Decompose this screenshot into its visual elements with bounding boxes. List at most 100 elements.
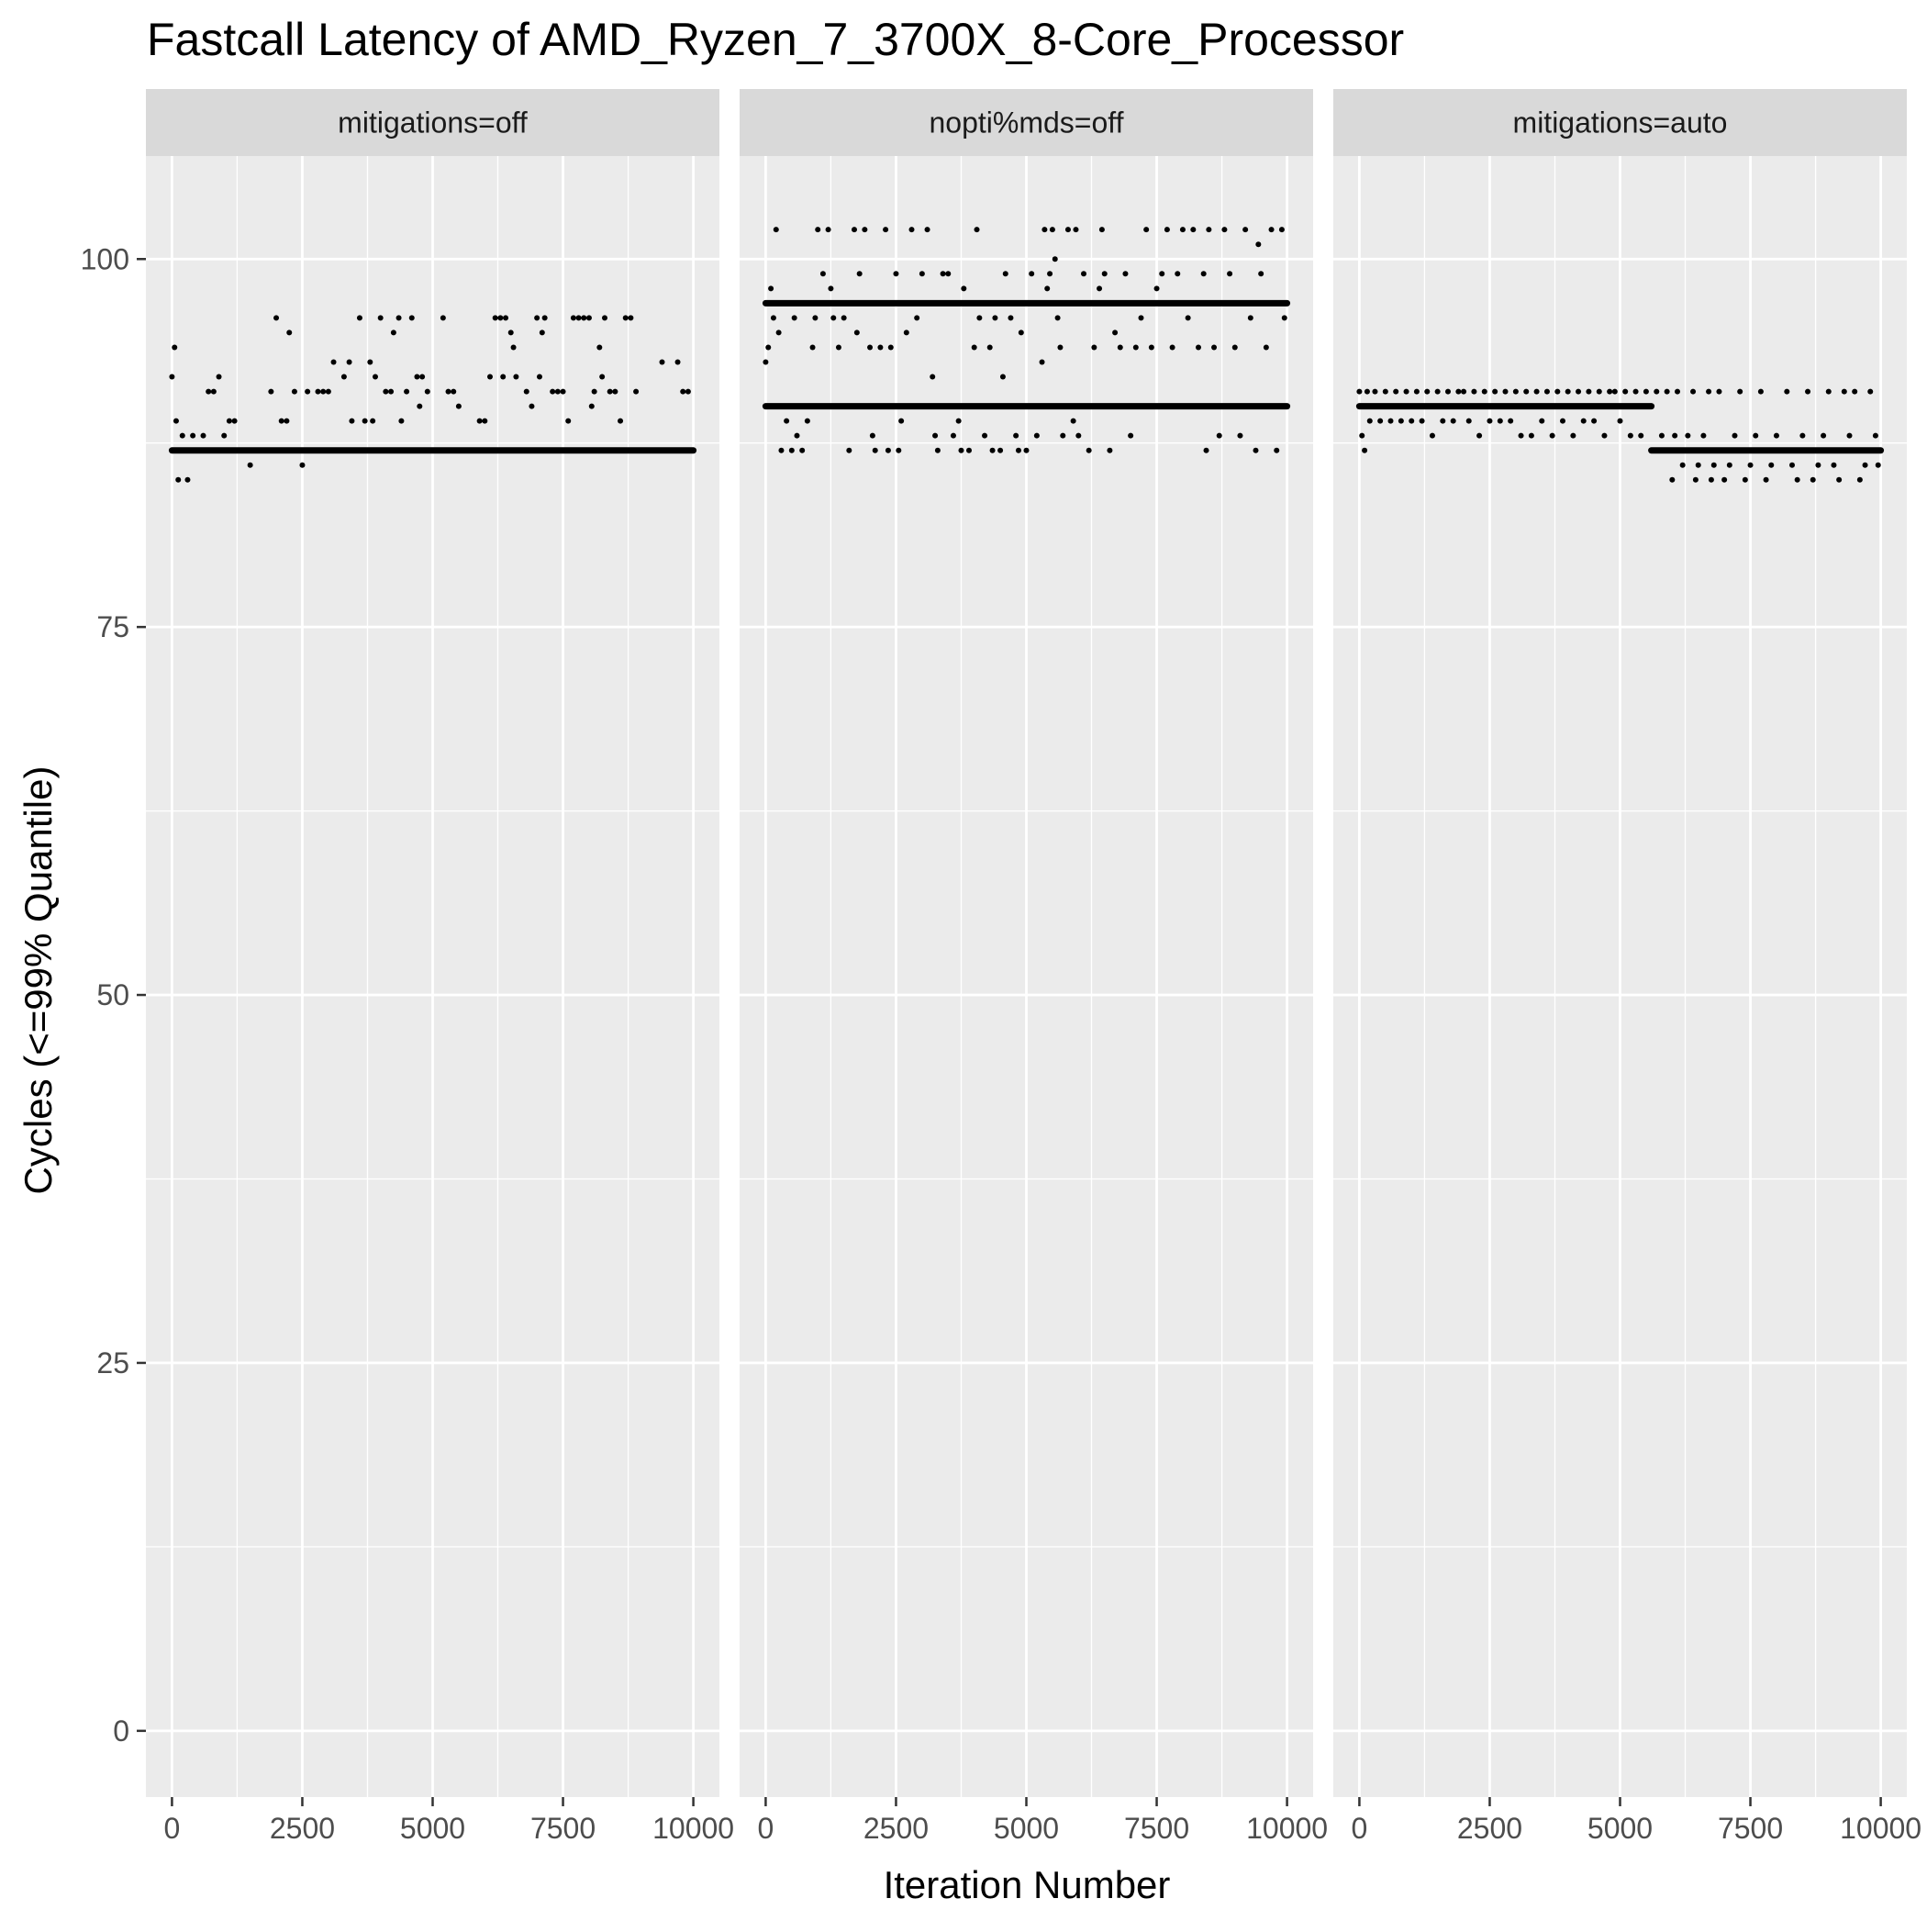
facet-label: mitigations=auto <box>1513 106 1728 140</box>
data-point <box>622 315 629 321</box>
data-point <box>825 227 831 233</box>
data-point <box>591 388 597 395</box>
facet-strip <box>146 89 719 156</box>
data-point <box>828 285 834 292</box>
data-point <box>1263 344 1269 351</box>
data-point <box>1237 432 1243 439</box>
data-point <box>788 447 795 453</box>
data-point <box>1128 432 1134 439</box>
data-point <box>507 329 514 336</box>
data-point <box>883 227 889 233</box>
facet-strip <box>1333 89 1907 156</box>
x-tick-label: 7500 <box>530 1812 596 1845</box>
data-point <box>1831 462 1837 468</box>
data-point <box>1049 227 1055 233</box>
data-point <box>367 359 373 365</box>
data-point <box>1206 227 1212 233</box>
data-point <box>513 374 519 380</box>
data-point <box>1041 227 1048 233</box>
data-point <box>575 315 582 321</box>
data-point <box>1669 476 1676 483</box>
data-point <box>445 388 451 395</box>
data-point <box>1815 462 1821 468</box>
data-point <box>1200 271 1207 277</box>
x-tick-label: 5000 <box>1587 1812 1653 1845</box>
data-point <box>476 418 483 424</box>
data-point <box>898 418 905 424</box>
data-point <box>1716 388 1722 395</box>
y-tick-label: 100 <box>81 242 129 275</box>
x-tick-label: 10000 <box>1246 1812 1328 1845</box>
data-point <box>1033 432 1040 439</box>
data-point <box>986 344 993 351</box>
data-point <box>1721 476 1728 483</box>
data-point <box>1607 388 1613 395</box>
data-point <box>1675 388 1680 395</box>
data-point <box>268 388 274 395</box>
data-point <box>976 315 983 321</box>
data-point <box>1393 388 1399 395</box>
x-tick-label: 7500 <box>1124 1812 1189 1845</box>
data-point <box>1565 388 1571 395</box>
data-point <box>999 374 1006 380</box>
data-point <box>1654 388 1660 395</box>
data-point <box>1487 418 1493 424</box>
data-point <box>1159 271 1165 277</box>
data-point <box>685 388 691 395</box>
data-point <box>1450 418 1456 424</box>
x-tick-label: 5000 <box>994 1812 1059 1845</box>
y-tick-label: 25 <box>96 1346 129 1379</box>
data-point <box>1867 388 1874 395</box>
data-point <box>1274 447 1280 453</box>
data-point <box>190 432 196 439</box>
data-point <box>1002 271 1008 277</box>
data-point <box>602 315 607 321</box>
data-point <box>1708 476 1714 483</box>
data-point <box>1476 432 1483 439</box>
data-point <box>812 315 819 321</box>
data-point <box>175 476 182 483</box>
data-point <box>1846 432 1853 439</box>
data-point <box>1700 432 1707 439</box>
x-tick-label: 5000 <box>400 1812 465 1845</box>
data-point <box>1268 227 1275 233</box>
data-point <box>325 388 331 395</box>
data-point <box>1098 227 1105 233</box>
data-point <box>1258 271 1264 277</box>
data-point <box>305 388 311 395</box>
data-point <box>1064 227 1071 233</box>
data-point <box>523 388 529 395</box>
data-point <box>541 315 548 321</box>
data-point <box>1175 271 1181 277</box>
data-point <box>1856 476 1863 483</box>
data-point <box>206 388 212 395</box>
facet-label: nopti%mds=off <box>930 106 1124 140</box>
data-point <box>841 315 847 321</box>
data-point <box>768 285 774 292</box>
x-tick-label: 7500 <box>1718 1812 1783 1845</box>
data-point <box>500 374 507 380</box>
data-point <box>172 344 178 351</box>
data-point <box>819 271 826 277</box>
data-point <box>1737 388 1743 395</box>
data-point <box>1364 388 1370 395</box>
data-point <box>1117 344 1123 351</box>
data-point <box>856 271 863 277</box>
data-point <box>299 462 306 468</box>
data-point <box>934 447 941 453</box>
data-point <box>1255 241 1262 248</box>
data-point <box>408 315 415 321</box>
data-point <box>607 388 613 395</box>
data-point <box>1549 432 1555 439</box>
data-point <box>1518 432 1524 439</box>
data-point <box>804 418 810 424</box>
data-point <box>1419 418 1425 424</box>
data-point <box>184 476 191 483</box>
data-point <box>1726 462 1732 468</box>
data-point <box>955 418 962 424</box>
data-point <box>278 418 284 424</box>
data-point <box>1825 388 1832 395</box>
data-point <box>1841 388 1847 395</box>
data-point <box>1382 388 1388 395</box>
